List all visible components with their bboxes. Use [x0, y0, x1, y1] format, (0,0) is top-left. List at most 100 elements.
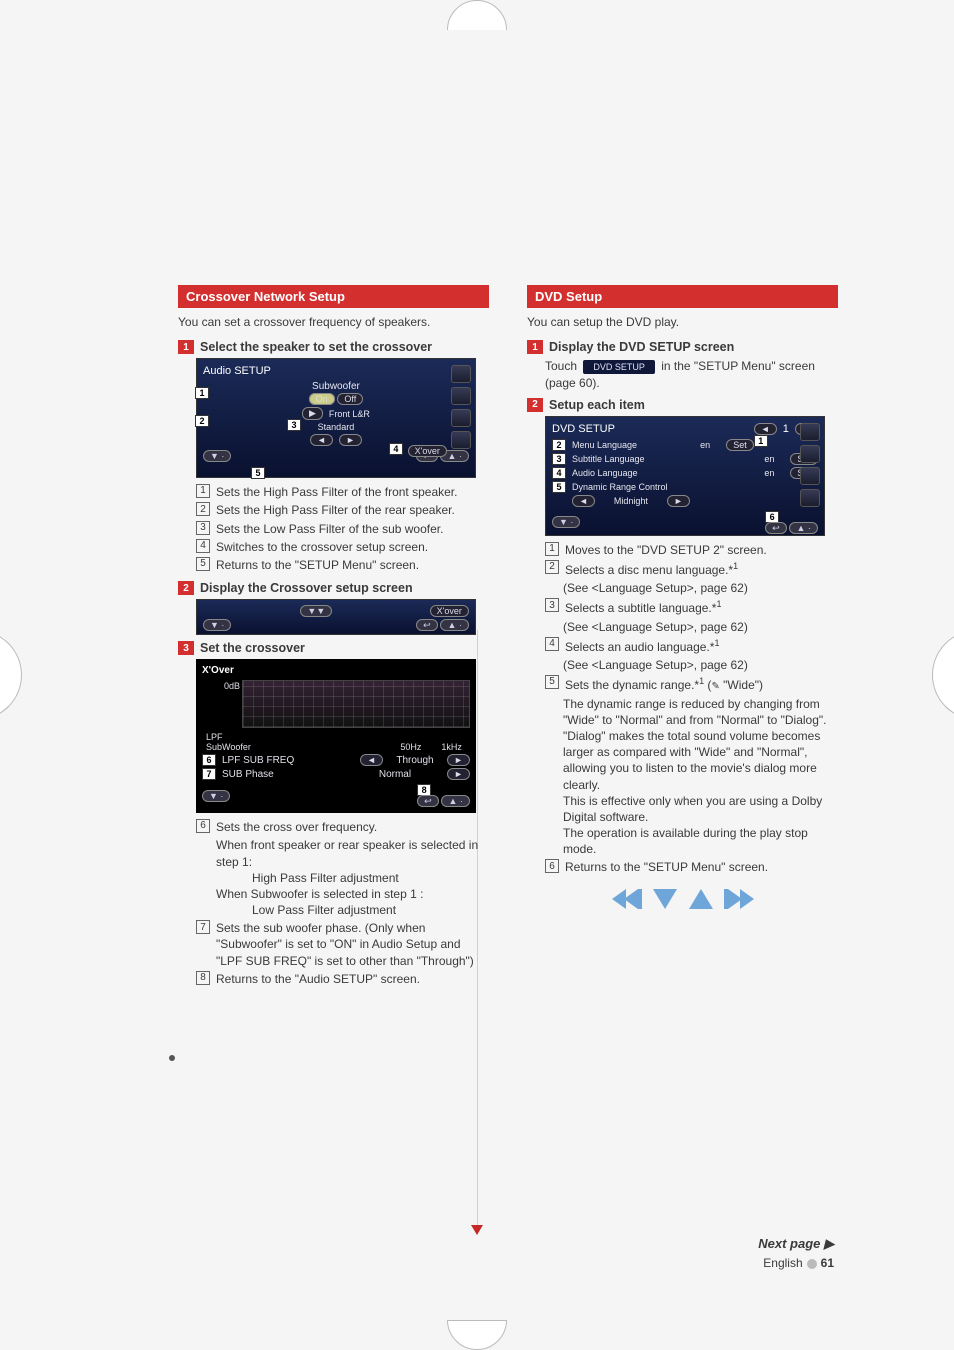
audio-setup-screenshot: Audio SETUP Subwoofer On Off ▶ Front L&R…	[196, 358, 476, 478]
item-number: 1	[545, 542, 559, 556]
return-pill: ↩	[416, 619, 438, 631]
xover-screenshot: X'Over 0dB LPF SubWoofer 50Hz 1kHz 6 LPF…	[196, 659, 476, 813]
crop-mark-left	[0, 630, 22, 720]
down-scroll-icon: ▼▼	[300, 605, 332, 617]
item-number: 5	[545, 675, 559, 689]
next-page-label: Next page ▶	[758, 1236, 834, 1252]
side-icon	[451, 431, 471, 449]
row-value: en	[690, 440, 720, 450]
list-subtext: (See <Language Setup>, page 62)	[563, 580, 838, 596]
crossover-section-title: Crossover Network Setup	[178, 285, 489, 308]
down-pill: ▼ ·	[203, 619, 231, 631]
item-text: Sets the dynamic range.*1 (✎ "Wide")	[565, 675, 763, 694]
continuation-arrow-icon	[471, 1225, 483, 1235]
item-number: 6	[196, 819, 210, 833]
step-1-number: 1	[178, 340, 194, 354]
row-callout: 2	[552, 439, 566, 451]
side-icon	[800, 467, 820, 485]
right-btn: ►	[447, 754, 470, 766]
item-text: Sets the Low Pass Filter of the sub woof…	[216, 521, 443, 537]
item-text: Sets the High Pass Filter of the rear sp…	[216, 502, 455, 518]
item-number: 3	[545, 598, 559, 612]
side-icon	[451, 365, 471, 383]
audio-setup-title: Audio SETUP	[203, 365, 469, 377]
left-btn: ◄	[360, 754, 383, 766]
hz-high: 1kHz	[441, 742, 462, 752]
callout-7: 7	[202, 768, 216, 780]
touch-instruction: Touch DVD SETUP in the "SETUP Menu" scre…	[545, 358, 838, 392]
item-number: 4	[196, 539, 210, 553]
list-subtext: Low Pass Filter adjustment	[252, 902, 489, 918]
xover-title: X'Over	[202, 665, 470, 676]
language-page: English61	[758, 1256, 834, 1270]
subwoofer-label: Subwoofer	[203, 381, 469, 392]
page-footer: Next page ▶ English61	[758, 1236, 834, 1270]
list-subtext: (See <Language Setup>, page 62)	[563, 619, 838, 635]
down-triangle-icon	[650, 886, 680, 912]
step-1-header: 1 Select the speaker to set the crossove…	[178, 340, 489, 354]
step-2-header: 2 Display the Crossover setup screen	[178, 581, 489, 595]
right-arrow-icon: ►	[339, 434, 362, 446]
hz-low: 50Hz	[400, 742, 421, 752]
item-text: Sets the sub woofer phase. (Only when "S…	[216, 920, 489, 969]
item-number: 3	[196, 521, 210, 535]
dvd-setup-row: 2 Menu Language en Set	[552, 439, 754, 451]
subwoofer-onoff-row: On Off	[203, 394, 469, 405]
item-number: 2	[196, 502, 210, 516]
skip-fwd-icon	[722, 886, 756, 912]
item-text: Selects an audio language.*1	[565, 637, 719, 655]
dvd-step-1-number: 1	[527, 340, 543, 354]
list-body: The operation is available during the pl…	[563, 825, 838, 857]
up-triangle-icon	[686, 886, 716, 912]
crop-mark-bottom	[447, 1290, 507, 1350]
list-item: 6Returns to the "SETUP Menu" screen.	[545, 859, 838, 875]
crossover-intro: You can set a crossover frequency of spe…	[178, 314, 489, 330]
side-icon	[451, 409, 471, 427]
sub-phase-label: SUB Phase	[222, 769, 343, 780]
list-item: 6Sets the cross over frequency.	[196, 819, 489, 835]
callout-4: 4	[389, 443, 403, 455]
item-text: Sets the High Pass Filter of the front s…	[216, 484, 457, 500]
list-item: 8 Returns to the "Audio SETUP" screen.	[196, 971, 489, 987]
dvd-section-title: DVD Setup	[527, 285, 838, 308]
row-value: en	[754, 468, 784, 478]
list-item: 5Returns to the "SETUP Menu" screen.	[196, 557, 489, 573]
list-subtext: When Subwoofer is selected in step 1 :	[216, 886, 489, 902]
list-body: This is effective only when you are usin…	[563, 793, 838, 825]
side-icon	[800, 489, 820, 507]
db-label: 0dB	[224, 681, 240, 691]
item-text: Returns to the "Audio SETUP" screen.	[216, 971, 420, 987]
row-value: en	[754, 454, 784, 464]
list-subtext: (See <Language Setup>, page 62)	[563, 657, 838, 673]
item-number: 8	[196, 971, 210, 985]
margin-dot-icon	[169, 1055, 175, 1061]
callout-6: 6	[202, 754, 216, 766]
side-icon	[800, 423, 820, 441]
item-number: 2	[545, 560, 559, 574]
callout-3: 3	[287, 419, 301, 431]
callout-r5: 5	[552, 481, 566, 493]
list-item: 3 Sets the Low Pass Filter of the sub woo…	[196, 521, 489, 537]
item-text: Returns to the "SETUP Menu" screen.	[565, 859, 768, 875]
lpf-label: LPF	[206, 732, 223, 742]
xover-graph	[242, 680, 470, 728]
sub-phase-value: Normal	[349, 769, 441, 780]
dvd-setup-title: DVD SETUP ◄ 1 ► 1	[552, 423, 818, 435]
row-callout: 3	[552, 453, 566, 465]
drc-value: Midnight	[601, 496, 661, 506]
dvd-setup-pill: DVD SETUP	[583, 360, 655, 375]
side-icon	[800, 445, 820, 463]
side-icon	[451, 387, 471, 405]
subwoofer-label-2: SubWoofer	[206, 742, 251, 752]
down-pill: ▼ ·	[552, 516, 580, 528]
callout-r1: 1	[754, 435, 768, 447]
lpf-sub-freq-label: LPF SUB FREQ	[222, 755, 354, 766]
crop-mark-top	[447, 0, 507, 60]
skip-back-icon	[610, 886, 644, 912]
list-item: 2 Sets the High Pass Filter of the rear s…	[196, 502, 489, 518]
list-subtext: High Pass Filter adjustment	[252, 870, 489, 886]
item-text: Selects a disc menu language.*1	[565, 560, 738, 578]
dvd-step-2-title: Setup each item	[549, 398, 645, 412]
list-body: The dynamic range is reduced by changing…	[563, 696, 838, 793]
list-subtext: When front speaker or rear speaker is se…	[216, 837, 489, 869]
